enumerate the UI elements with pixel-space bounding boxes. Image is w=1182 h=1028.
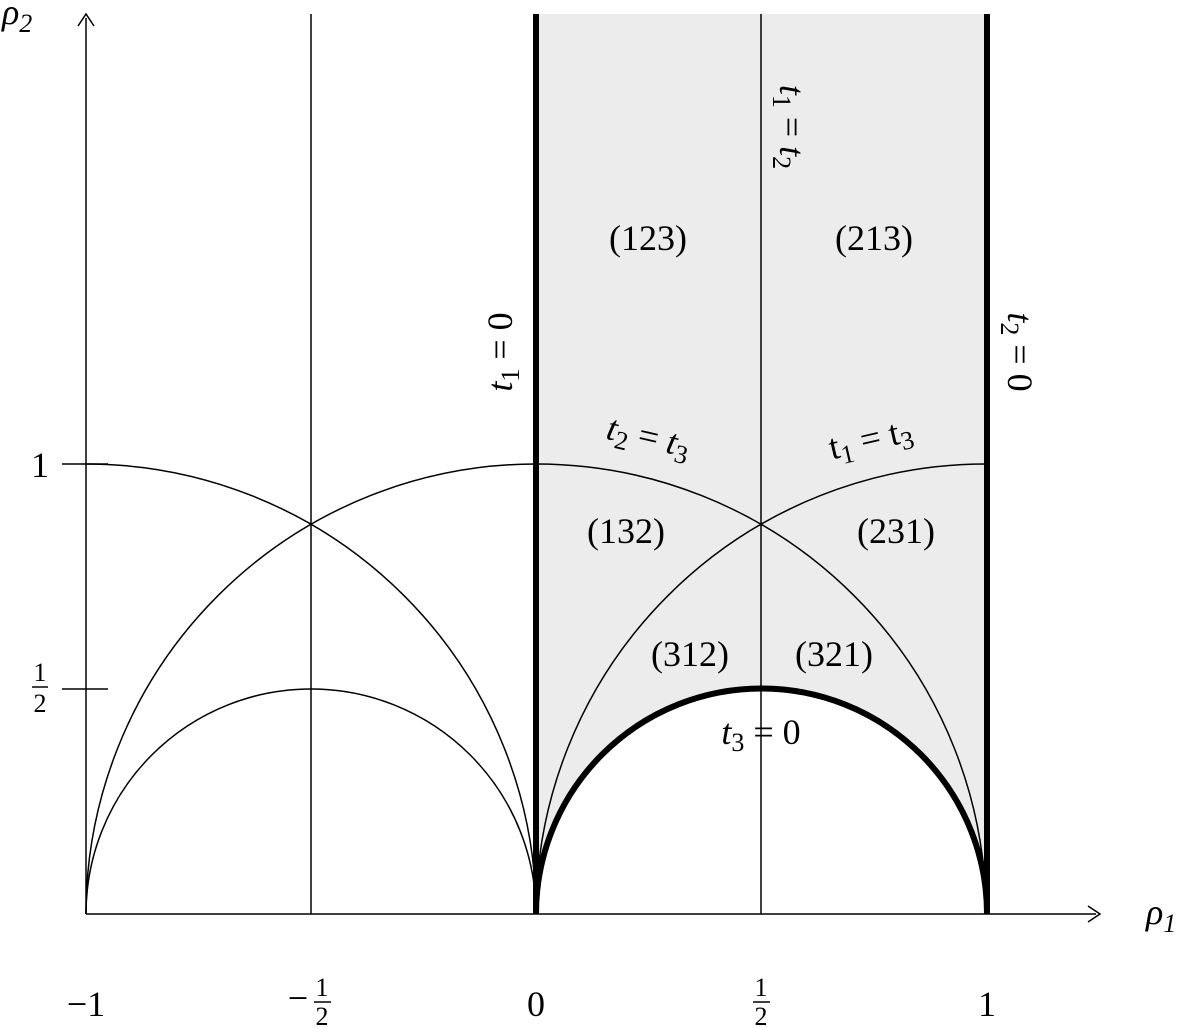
x-tick-label-zero: 0 bbox=[527, 984, 545, 1024]
region-label-321: (321) bbox=[795, 634, 873, 674]
svg-text:1: 1 bbox=[316, 973, 329, 1002]
svg-text:−: − bbox=[288, 978, 308, 1018]
label-t1-zero: t1 = 0 bbox=[480, 312, 525, 391]
svg-text:2: 2 bbox=[755, 1002, 768, 1028]
label-t3-zero: t3 = 0 bbox=[721, 712, 800, 757]
x-tick-label-one: 1 bbox=[978, 984, 996, 1024]
label-t2-eq-t3: t2 = t3 bbox=[602, 407, 694, 470]
region-label-312: (312) bbox=[651, 634, 729, 674]
svg-text:2: 2 bbox=[34, 689, 47, 718]
x-axis-label: ρ1 bbox=[1145, 892, 1176, 938]
x-tick-label-neg-half: − 1 2 bbox=[288, 973, 331, 1028]
arc-center-neg-one-radius-one bbox=[85, 463, 537, 915]
region-label-231: (231) bbox=[857, 511, 935, 551]
y-axis-arrow bbox=[77, 12, 95, 27]
region-label-213: (213) bbox=[835, 218, 913, 258]
svg-text:1: 1 bbox=[755, 973, 768, 1002]
region-label-123: (123) bbox=[609, 218, 687, 258]
y-tick-label-half: 1 2 bbox=[32, 658, 48, 718]
svg-text:2: 2 bbox=[316, 1002, 329, 1028]
boundary-t3-zero bbox=[533, 685, 990, 915]
arc-center-neg-half-radius-half bbox=[85, 688, 537, 915]
y-axis-label: ρ2 bbox=[1, 0, 32, 38]
x-tick-label-neg-one: −1 bbox=[67, 984, 105, 1024]
arc-center-one-radius-one bbox=[535, 463, 987, 915]
x-tick-label-half: 1 2 bbox=[753, 973, 770, 1028]
region-label-132: (132) bbox=[587, 511, 665, 551]
label-t1-eq-t2: t1 = t2 bbox=[767, 85, 812, 169]
y-tick-label-one: 1 bbox=[31, 445, 49, 485]
label-t1-eq-t3: t1 = t3 bbox=[825, 409, 917, 472]
label-t2-zero: t2 = 0 bbox=[995, 312, 1040, 391]
svg-text:1: 1 bbox=[34, 658, 47, 687]
x-axis-arrow bbox=[1087, 905, 1102, 923]
